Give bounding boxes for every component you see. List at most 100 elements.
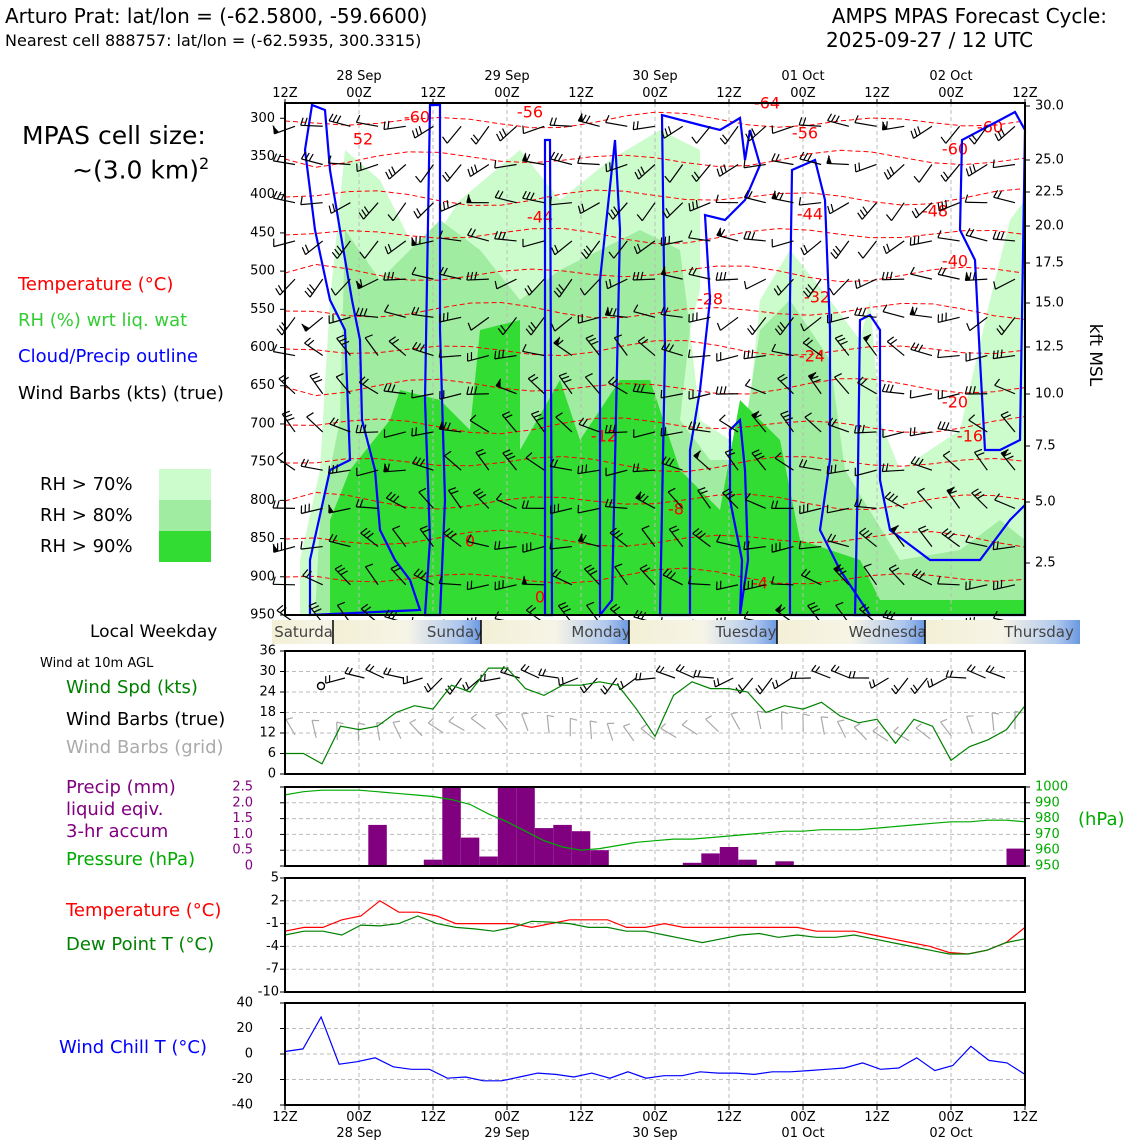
wind-barb-shaft — [856, 278, 877, 290]
wind-barb-feather — [830, 203, 834, 212]
true-barb-feather — [771, 681, 776, 689]
wind-barb-shaft — [772, 546, 794, 553]
wind-barb-feather — [918, 458, 924, 466]
wind-barb-feather — [494, 280, 498, 289]
wind-barb-shaft — [661, 273, 683, 280]
weekday-title: Local Weekday — [90, 622, 218, 642]
wind-barb — [549, 503, 573, 515]
wind-barb — [937, 576, 960, 586]
temperature-line — [284, 900, 1026, 955]
wind-barb-shaft — [605, 314, 628, 318]
wind-barb-feather — [387, 272, 391, 281]
wind-barb-feather — [272, 500, 276, 509]
wind-barb-shaft — [660, 313, 683, 318]
isotherm-label: -8 — [668, 500, 684, 519]
wind-barb-shaft — [328, 507, 351, 514]
isotherm-label: -32 — [804, 288, 830, 307]
top-time-label: 00Z — [494, 86, 520, 101]
true-wind-barb — [966, 664, 986, 679]
wind-barb-shaft — [522, 583, 545, 586]
wind-barb — [937, 230, 960, 242]
wind-barb — [581, 240, 601, 259]
height-tick-label: 25.0 — [1035, 153, 1064, 168]
true-barb-feather — [426, 682, 432, 690]
grid-wind-barb — [940, 718, 952, 737]
wind-barb-shaft — [558, 375, 573, 395]
wind-barb-feather — [886, 243, 891, 252]
wind-barb-feather — [588, 337, 597, 342]
wind-barb-pennant — [751, 410, 760, 419]
wind-barb — [549, 117, 572, 127]
wind-barb-shaft — [720, 316, 739, 331]
wind-barb-feather — [521, 500, 525, 509]
grid-barb-shaft — [546, 715, 550, 734]
true-barb-shaft — [325, 677, 346, 684]
bottom-date-label: 30 Sep — [632, 1126, 677, 1140]
wind-barb — [609, 527, 628, 548]
wind-barb-feather — [336, 245, 343, 253]
wind-barb-feather — [774, 452, 782, 459]
wind-barb — [530, 410, 545, 433]
wind-barb — [798, 117, 822, 127]
true-wind-barb — [927, 677, 948, 688]
wind-barb-feather — [383, 304, 390, 312]
pressure-right-label: 990 — [1035, 795, 1060, 810]
grid-wind-barb — [311, 719, 320, 739]
wind-barb-feather — [697, 487, 706, 491]
wind-barb-shaft — [937, 428, 960, 433]
wind-barb-feather — [442, 136, 448, 144]
wind-barb-shaft — [577, 469, 600, 475]
wind-barb-shaft — [550, 465, 573, 471]
true-barb-shaft — [480, 677, 501, 683]
wind-barb — [688, 266, 711, 280]
wind-barb-feather — [695, 422, 701, 431]
panel-frame — [284, 877, 1026, 993]
wind-barb-feather — [272, 576, 276, 585]
wind-barb-feather — [330, 288, 336, 296]
true-wind-barb — [520, 663, 540, 679]
wind-barb-shaft — [364, 240, 379, 259]
wind-barb-feather — [392, 525, 401, 530]
wind-barb — [937, 421, 960, 433]
wind-barb-feather — [605, 114, 610, 123]
bottom-time-label: 12Z — [272, 1110, 298, 1125]
wind-barb — [494, 349, 517, 360]
wind-barb-shaft — [525, 457, 545, 471]
wind-barb-shaft — [772, 240, 794, 248]
wind-barb-feather — [802, 337, 810, 344]
wind-barb-feather — [779, 192, 784, 201]
wind-barb — [965, 534, 988, 548]
true-wind-barb — [693, 669, 714, 679]
wind-barb-shaft — [993, 196, 1016, 204]
grid-wind-barb — [357, 722, 366, 741]
isotherm-line — [284, 455, 1026, 473]
grid-wind-barb — [756, 710, 765, 730]
wind-barb-feather — [969, 229, 975, 237]
rh-90-region — [330, 320, 1025, 615]
wind-barb — [937, 390, 960, 400]
wind-barb — [392, 525, 407, 547]
wind-barb-shaft — [724, 125, 739, 145]
wind-barb-feather — [886, 336, 895, 343]
wind-barb-feather — [272, 153, 278, 162]
wind-barb-pennant — [578, 532, 584, 543]
wind-barb-feather — [997, 130, 1002, 139]
wind-barb-feather — [611, 378, 618, 386]
rh-level-70-label: RH > 70% — [40, 474, 133, 495]
wind-barb-feather — [413, 210, 419, 219]
wind-barb-feather — [661, 456, 667, 464]
wind-tick-label: 36 — [259, 644, 276, 659]
wind-barb — [968, 414, 988, 433]
wind-barb-feather — [276, 604, 284, 611]
wind-barb — [660, 235, 683, 247]
grid-wind-barb — [622, 723, 635, 742]
legend-precip-liquid: liquid eqiv. — [66, 799, 164, 820]
wind-barb-feather — [614, 334, 622, 339]
wind-barb-feather — [744, 378, 751, 386]
wind-barb-feather — [862, 206, 868, 214]
true-barb-feather — [465, 681, 470, 689]
wind-barb-feather — [387, 120, 390, 129]
wind-barb — [466, 534, 489, 548]
wind-barb-feather — [639, 564, 648, 570]
